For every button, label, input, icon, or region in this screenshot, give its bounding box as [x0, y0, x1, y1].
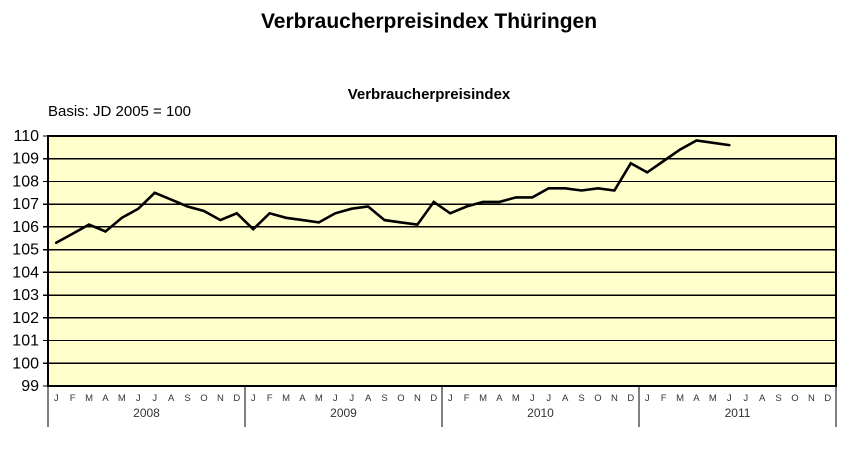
basis-note: Basis: JD 2005 = 100: [48, 103, 192, 120]
month-label: M: [282, 393, 290, 404]
year-label: 2009: [330, 406, 357, 420]
month-label: A: [562, 393, 569, 404]
month-label: N: [611, 393, 618, 404]
data-line: [54, 139, 731, 245]
month-label: M: [512, 393, 520, 404]
month-label: O: [594, 393, 601, 404]
month-label: J: [645, 393, 650, 404]
month-label: M: [479, 393, 487, 404]
month-label: J: [546, 393, 551, 404]
month-label: N: [808, 393, 815, 404]
month-label: S: [578, 393, 584, 404]
month-label: J: [349, 393, 354, 404]
month-label: M: [315, 393, 323, 404]
month-label: O: [397, 393, 404, 404]
y-axis-label: 107: [12, 196, 39, 213]
y-axis-label: 100: [12, 355, 39, 372]
y-axis-label: 105: [12, 242, 39, 259]
month-label: M: [709, 393, 717, 404]
month-label: O: [791, 393, 798, 404]
month-label: F: [464, 393, 470, 404]
y-axis-label: 101: [12, 333, 39, 350]
month-label: A: [693, 393, 700, 404]
y-axis-label: 99: [21, 378, 39, 395]
month-label: F: [661, 393, 667, 404]
month-label: A: [102, 393, 109, 404]
month-label: N: [414, 393, 421, 404]
chart-title: Verbraucherpreisindex: [347, 86, 511, 103]
month-label: S: [184, 393, 190, 404]
month-label: A: [496, 393, 503, 404]
month-label: S: [381, 393, 387, 404]
plot-area: [48, 136, 836, 386]
y-axis-label: 104: [12, 264, 39, 281]
y-axis-label: 110: [13, 128, 39, 145]
month-label: J: [251, 393, 256, 404]
month-label: J: [743, 393, 748, 404]
month-label: M: [118, 393, 126, 404]
year-label: 2010: [527, 406, 554, 420]
month-label: J: [136, 393, 141, 404]
month-label: F: [70, 393, 76, 404]
month-label: D: [824, 393, 831, 404]
y-axis-label: 106: [12, 219, 39, 236]
month-label: J: [727, 393, 732, 404]
y-axis-label: 102: [12, 310, 39, 327]
month-label: A: [168, 393, 175, 404]
y-axis-label: 108: [12, 173, 39, 190]
month-label: F: [267, 393, 273, 404]
month-label: D: [627, 393, 634, 404]
year-label: 2008: [133, 406, 160, 420]
month-label: N: [217, 393, 224, 404]
month-label: M: [676, 393, 684, 404]
y-axis-label: 103: [12, 287, 39, 304]
month-label: S: [775, 393, 781, 404]
month-label: A: [365, 393, 372, 404]
y-axis-label: 109: [12, 151, 39, 168]
month-label: J: [152, 393, 157, 404]
month-label: J: [333, 393, 338, 404]
month-label: A: [759, 393, 766, 404]
page-title: Verbraucherpreisindex Thüringen: [260, 10, 598, 33]
month-label: J: [448, 393, 453, 404]
month-label: D: [233, 393, 240, 404]
month-label: A: [299, 393, 306, 404]
month-label: O: [200, 393, 207, 404]
month-label: D: [430, 393, 437, 404]
month-label: J: [530, 393, 535, 404]
year-label: 2011: [725, 406, 751, 420]
month-label: J: [54, 393, 59, 404]
month-label: M: [85, 393, 93, 404]
